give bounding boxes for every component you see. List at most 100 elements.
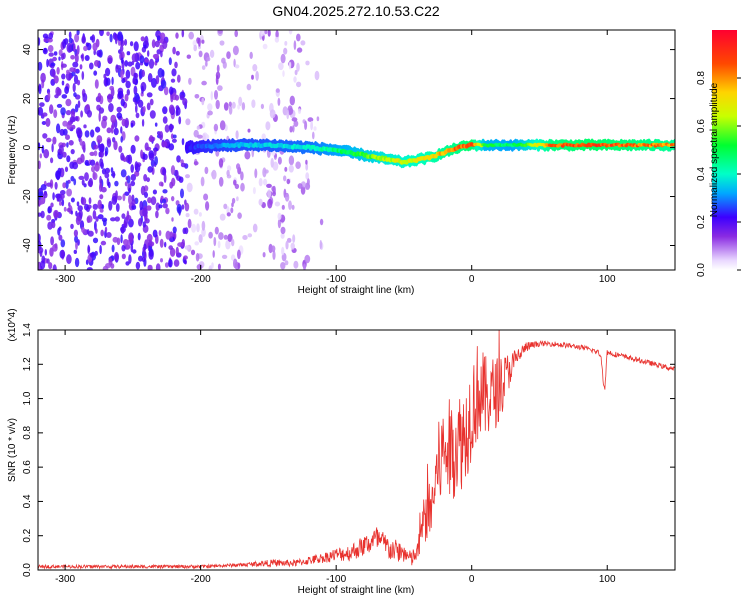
noise-speckle xyxy=(155,210,159,219)
noise-speckle xyxy=(93,144,99,150)
noise-speckle xyxy=(104,150,108,157)
noise-speckle xyxy=(75,127,82,136)
noise-speckle xyxy=(272,250,276,260)
noise-speckle xyxy=(113,127,119,136)
noise-speckle xyxy=(98,143,105,152)
noise-speckle xyxy=(66,142,69,148)
noise-speckle xyxy=(178,176,184,183)
noise-speckle xyxy=(130,174,136,181)
noise-speckle xyxy=(211,262,214,269)
noise-speckle xyxy=(163,86,169,96)
noise-speckle xyxy=(266,183,272,188)
noise-speckle xyxy=(221,254,228,259)
noise-speckle xyxy=(153,148,157,157)
noise-speckle xyxy=(133,85,138,96)
noise-speckle xyxy=(92,237,99,244)
noise-speckle xyxy=(106,138,112,148)
noise-speckle xyxy=(246,83,252,91)
noise-speckle xyxy=(99,194,104,200)
noise-speckle xyxy=(83,183,87,188)
noise-speckle xyxy=(146,205,152,211)
noise-speckle xyxy=(146,92,153,98)
noise-speckle xyxy=(319,218,324,226)
noise-speckle xyxy=(65,110,72,116)
noise-speckle xyxy=(186,54,191,59)
noise-speckle xyxy=(170,78,176,83)
noise-speckle xyxy=(175,50,180,56)
noise-speckle xyxy=(177,242,184,248)
noise-speckle xyxy=(86,229,90,235)
y-tick-label: 1.4 xyxy=(22,323,33,337)
noise-speckle xyxy=(195,252,200,262)
noise-speckle xyxy=(135,112,140,119)
noise-speckle xyxy=(288,155,295,166)
noise-speckle xyxy=(106,232,112,238)
noise-speckle xyxy=(296,33,301,42)
noise-speckle xyxy=(81,226,85,233)
noise-speckle xyxy=(231,197,236,204)
noise-speckle xyxy=(74,53,79,63)
noise-speckle xyxy=(160,258,163,263)
noise-speckle xyxy=(73,249,78,254)
noise-speckle xyxy=(122,193,126,202)
spectrogram-y-ticks: -40 -20 0 20 40 xyxy=(22,44,675,253)
noise-speckle xyxy=(61,73,66,80)
noise-speckle xyxy=(121,244,126,252)
noise-speckle xyxy=(283,175,287,182)
noise-speckle xyxy=(135,104,138,113)
noise-speckle xyxy=(148,152,155,161)
noise-speckle xyxy=(81,71,85,80)
spectrogram-ridge xyxy=(184,137,675,169)
noise-speckle xyxy=(215,75,219,85)
noise-speckle xyxy=(164,124,170,133)
noise-speckle xyxy=(63,206,67,212)
noise-speckle xyxy=(46,214,52,221)
noise-speckle xyxy=(48,32,54,40)
noise-speckle xyxy=(96,135,103,144)
noise-speckle xyxy=(148,58,155,69)
noise-speckle xyxy=(305,162,309,171)
noise-speckle xyxy=(176,155,181,163)
noise-speckle xyxy=(169,247,176,257)
noise-speckle xyxy=(288,30,293,35)
noise-speckle xyxy=(267,189,272,199)
noise-speckle xyxy=(141,85,144,94)
noise-speckle xyxy=(265,121,271,131)
noise-speckle xyxy=(74,235,79,243)
x-tick-label: -200 xyxy=(191,574,211,585)
noise-speckle xyxy=(206,57,211,62)
y-tick-label: 40 xyxy=(22,44,33,56)
noise-speckle xyxy=(149,98,154,106)
noise-speckle xyxy=(63,38,69,45)
noise-speckle xyxy=(280,226,286,235)
noise-speckle xyxy=(284,41,288,46)
noise-speckle xyxy=(72,43,76,53)
noise-speckle xyxy=(164,241,167,248)
noise-speckle xyxy=(110,217,116,222)
noise-speckle xyxy=(142,207,148,217)
noise-speckle xyxy=(66,69,70,75)
noise-speckle xyxy=(143,44,147,49)
x-tick-label: 100 xyxy=(599,574,616,585)
noise-speckle xyxy=(296,62,300,72)
noise-speckle xyxy=(217,85,223,91)
noise-speckle xyxy=(39,153,42,159)
noise-speckle xyxy=(194,241,199,246)
noise-speckle xyxy=(110,124,114,134)
noise-speckle xyxy=(115,203,120,212)
noise-speckle xyxy=(99,158,104,167)
noise-speckle xyxy=(53,75,59,84)
noise-speckle xyxy=(127,218,134,228)
noise-speckle xyxy=(319,239,322,250)
noise-speckle xyxy=(56,103,63,108)
noise-speckle xyxy=(227,165,232,172)
noise-speckle xyxy=(212,250,215,258)
noise-speckle xyxy=(168,57,172,66)
noise-speckle xyxy=(146,233,153,243)
noise-speckle xyxy=(219,120,226,131)
noise-speckle xyxy=(39,250,43,257)
figure-title: GN04.2025.272.10.53.C22 xyxy=(272,3,440,19)
noise-speckle xyxy=(288,164,294,173)
noise-speckle xyxy=(144,251,147,260)
noise-speckle xyxy=(79,138,83,146)
